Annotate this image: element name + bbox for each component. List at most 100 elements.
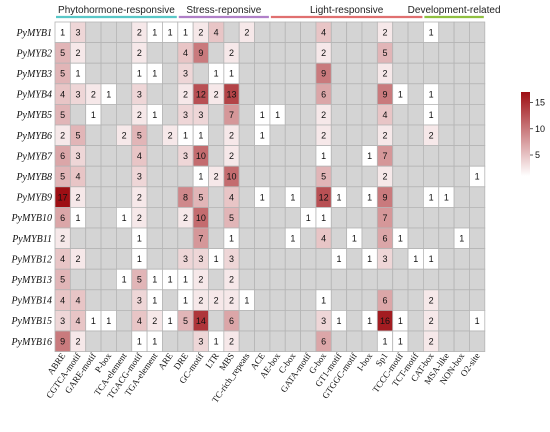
heatmap-cell (469, 227, 486, 250)
heatmap-cell (361, 62, 378, 85)
heatmap-cell (116, 83, 133, 105)
cell-value-label: 4 (76, 295, 81, 305)
heatmap-cell (254, 42, 271, 64)
heatmap-cell (162, 165, 179, 188)
heatmap-cell (346, 330, 363, 353)
heatmap-cell (469, 289, 486, 311)
heatmap-cell (469, 83, 486, 105)
cell-value-label: 1 (413, 254, 418, 264)
cell-value-label: 2 (244, 28, 249, 38)
cell-value-label: 1 (122, 275, 127, 285)
heatmap-cell (162, 186, 179, 208)
heatmap-cell (469, 21, 486, 44)
cell-value-label: 1 (444, 192, 449, 202)
heatmap-cell (300, 268, 317, 291)
heatmap-cell (422, 206, 440, 229)
heatmap-cell (85, 268, 102, 291)
heatmap-cell (407, 206, 424, 229)
heatmap-cell (162, 104, 179, 126)
cell-value-label: 2 (214, 89, 219, 99)
heatmap-cell (85, 227, 102, 250)
heatmap-cell (392, 124, 409, 147)
heatmap-cell (422, 62, 440, 85)
cell-value-label: 1 (183, 295, 188, 305)
cell-value-label: 2 (76, 192, 81, 202)
heatmap-cell (438, 248, 455, 270)
heatmap-cell (346, 206, 363, 229)
heatmap-cell (361, 124, 378, 147)
cell-value-label: 1 (475, 172, 480, 182)
heatmap-cell (453, 165, 470, 188)
heatmap-cell (361, 330, 378, 353)
colorbar-tick-label: 15 (535, 98, 545, 108)
heatmap-cell (85, 145, 102, 167)
heatmap-cell (223, 21, 240, 44)
heatmap-cell (146, 248, 163, 270)
cell-value-label: 9 (321, 69, 326, 79)
heatmap-cell (438, 83, 455, 105)
heatmap-cell (146, 124, 163, 147)
heatmap-cell (100, 248, 117, 270)
heatmap-cell (453, 42, 470, 64)
cell-value-label: 1 (91, 110, 96, 120)
cell-value-label: 4 (60, 295, 65, 305)
cell-value-label: 2 (137, 28, 142, 38)
cell-value-label: 2 (152, 316, 157, 326)
cell-value-label: 2 (60, 234, 65, 244)
heatmap-cell (453, 330, 470, 353)
cell-value-label: 2 (229, 295, 234, 305)
row-label: PyMYB4 (15, 90, 52, 101)
heatmap-cell (284, 62, 302, 85)
cell-value-label: 1 (321, 295, 326, 305)
row-label: PyMYB12 (10, 254, 52, 265)
colorbar-tick-label: 10 (535, 124, 545, 134)
heatmap-cell (469, 268, 486, 291)
row-label: PyMYB10 (10, 213, 52, 224)
cell-value-label: 2 (122, 131, 127, 141)
heatmap-cell (254, 165, 271, 188)
heatmap-cell (162, 248, 179, 270)
heatmap-cell (100, 268, 117, 291)
heatmap-cell (315, 268, 332, 291)
cell-value-label: 1 (260, 110, 265, 120)
heatmap-cell (269, 330, 286, 353)
cell-value-label: 3 (76, 89, 81, 99)
cell-value-label: 3 (198, 110, 203, 120)
cell-value-label: 5 (321, 172, 326, 182)
heatmap-cell (269, 227, 286, 250)
heatmap-cell (146, 165, 163, 188)
heatmap-cell (269, 309, 286, 332)
heatmap-cell (100, 227, 117, 250)
heatmap-cell (330, 62, 348, 85)
row-label: PyMYB3 (15, 69, 52, 80)
heatmap-cell (116, 330, 133, 353)
heatmap-cell (100, 145, 117, 167)
cell-value-label: 3 (183, 69, 188, 79)
heatmap-cell (238, 124, 255, 147)
heatmap-cell (469, 186, 486, 208)
heatmap-cell (85, 165, 102, 188)
heatmap-cell (330, 289, 348, 311)
heatmap-cell (100, 186, 117, 208)
heatmap-cell (284, 42, 302, 64)
cell-value-label: 2 (137, 110, 142, 120)
heatmap-cell (284, 206, 302, 229)
cell-value-label: 17 (58, 192, 68, 202)
heatmap-cell (85, 206, 102, 229)
heatmap-cell (284, 165, 302, 188)
heatmap-cell (238, 62, 255, 85)
heatmap-cell (269, 165, 286, 188)
heatmap-cell (146, 42, 163, 64)
cell-value-label: 1 (152, 337, 157, 347)
heatmap-cell (238, 83, 255, 105)
cell-value-label: 2 (76, 254, 81, 264)
cell-value-label: 4 (76, 316, 81, 326)
heatmap-cell (254, 83, 271, 105)
cell-value-label: 1 (152, 110, 157, 120)
cell-value-label: 1 (244, 295, 249, 305)
cell-value-label: 2 (429, 337, 434, 347)
heatmap-cell (438, 268, 455, 291)
heatmap-cell (269, 62, 286, 85)
cell-value-label: 1 (183, 28, 188, 38)
heatmap-cell (284, 330, 302, 353)
